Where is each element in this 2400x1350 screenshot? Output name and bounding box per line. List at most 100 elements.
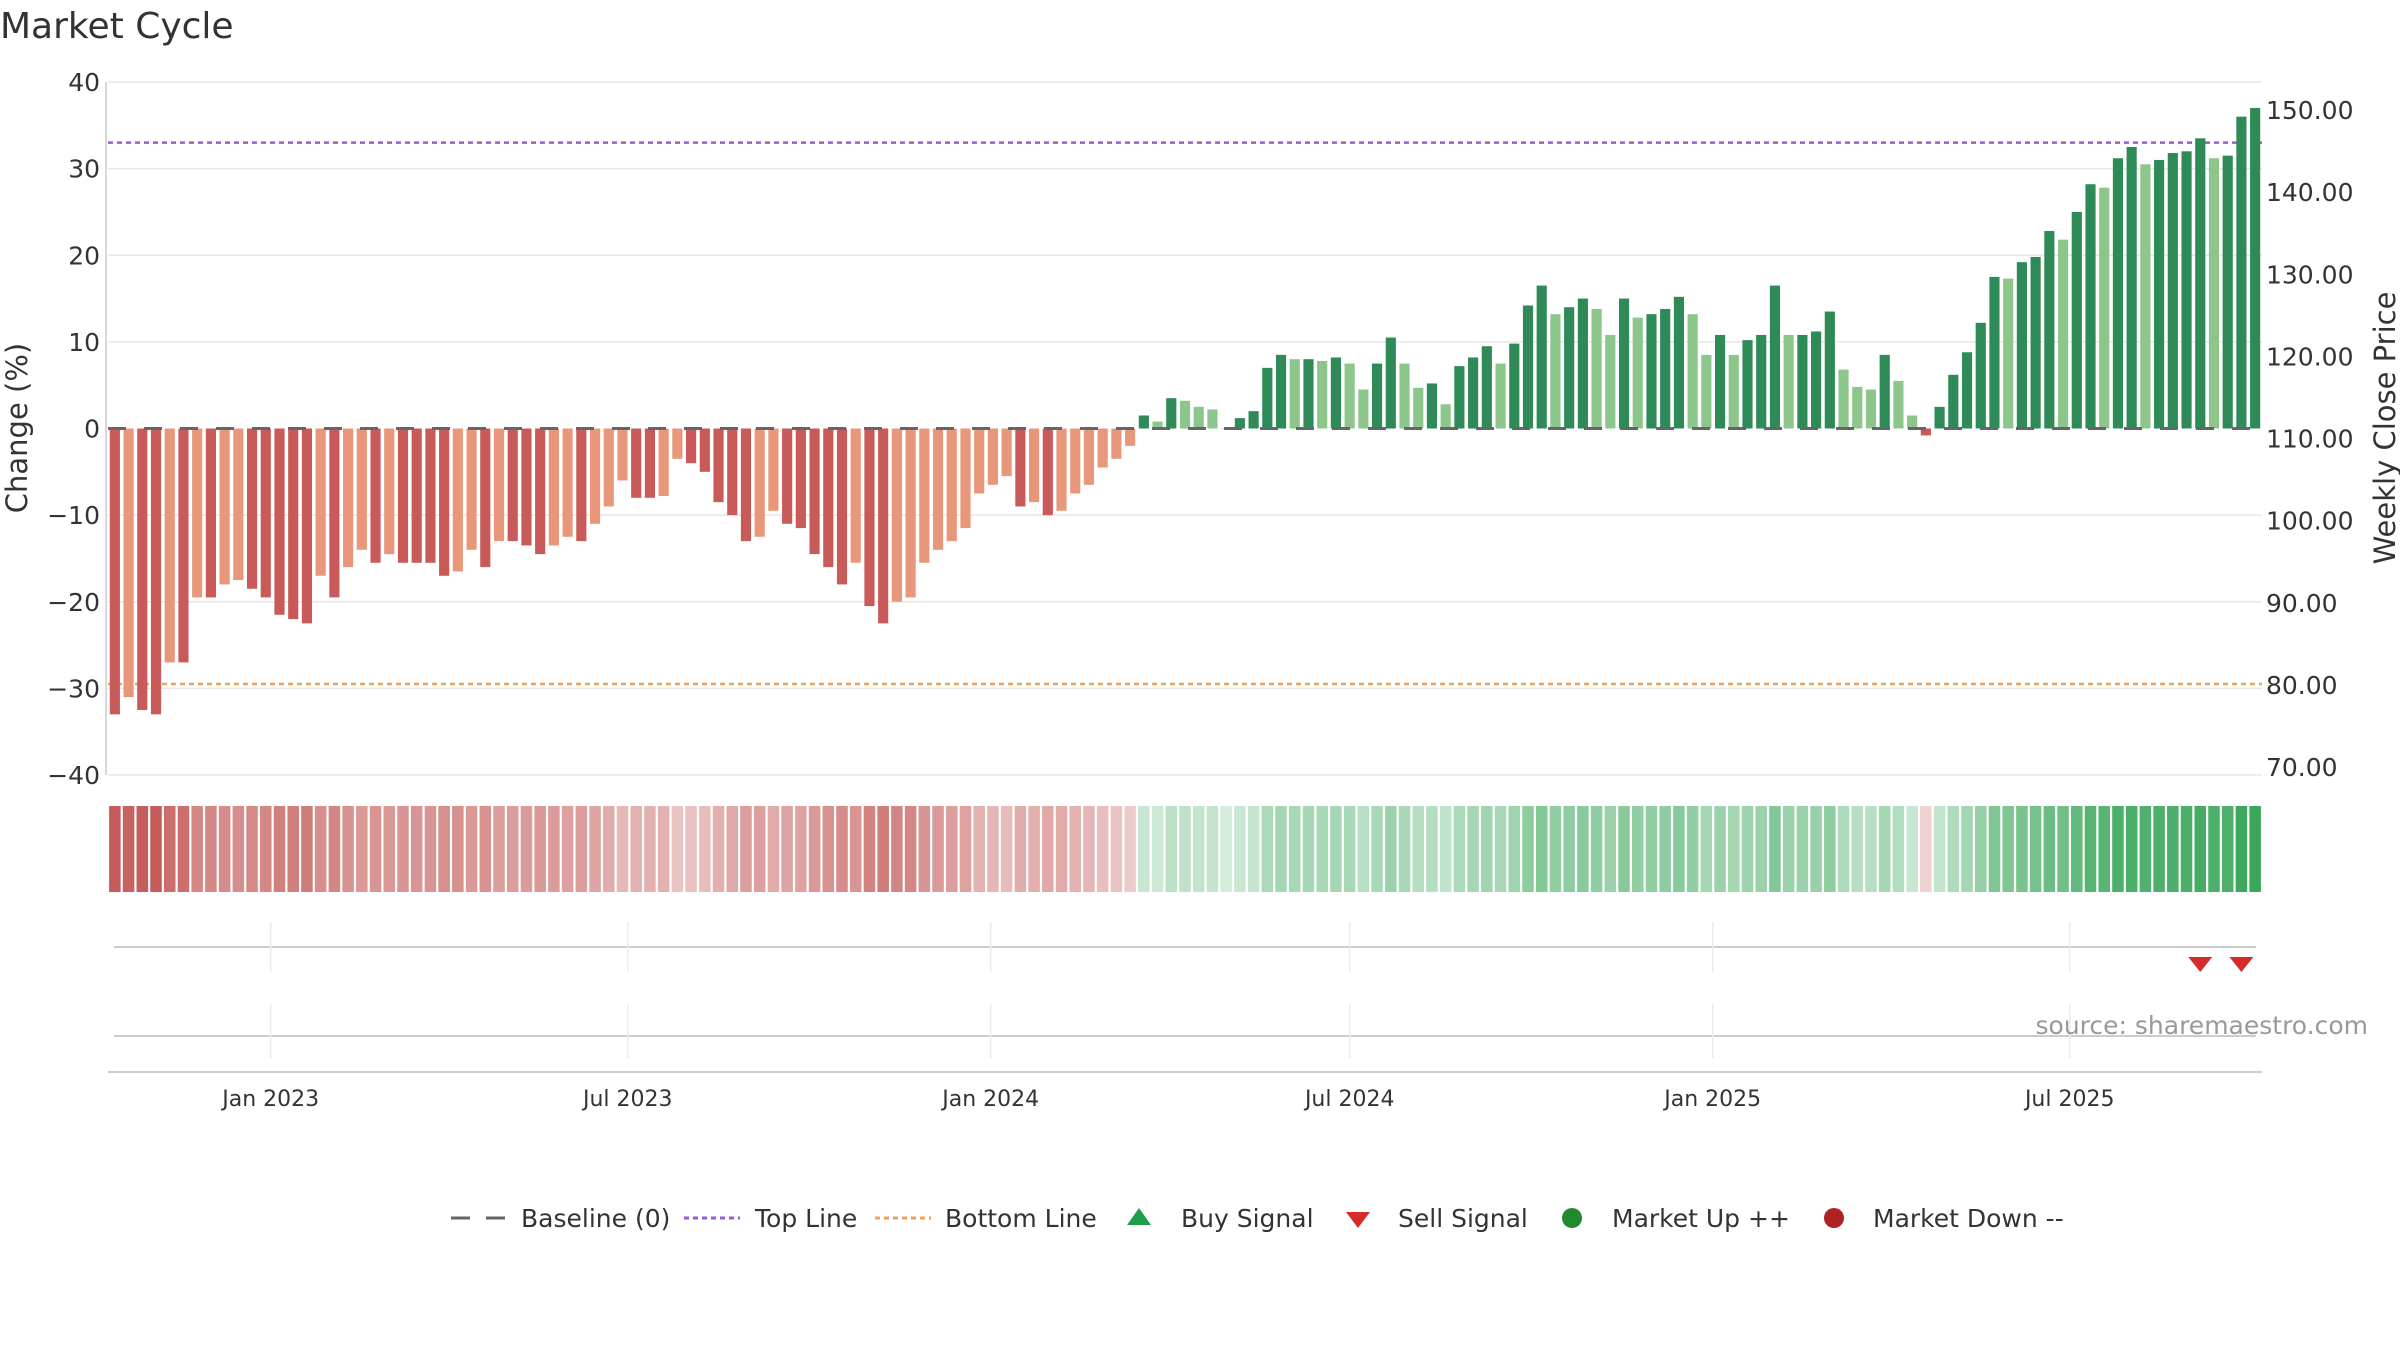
legend: Baseline (0) Top Line Bottom Line Buy Si…	[451, 1204, 2064, 1233]
bar	[603, 428, 614, 507]
strip-cell	[1974, 806, 1987, 892]
y-tick-label: −40	[47, 761, 100, 790]
strip-cell	[1275, 806, 1287, 892]
strip-cell	[1865, 806, 1877, 892]
bar	[452, 428, 463, 572]
strip-cell	[1769, 806, 1781, 892]
legend-baseline: Baseline (0)	[521, 1204, 670, 1233]
strip-cell	[2016, 806, 2028, 892]
strip-cell	[301, 806, 313, 892]
strip-cell	[2249, 806, 2261, 892]
bar	[987, 428, 998, 485]
strip-cell	[1247, 806, 1260, 892]
legend-sell-signal: Sell Signal	[1398, 1204, 1528, 1233]
strip-cell	[1151, 806, 1164, 892]
strip-cell	[506, 806, 519, 892]
strip-cell	[1604, 806, 1617, 892]
signal-panels	[108, 922, 2262, 1073]
strip-cell	[136, 806, 149, 892]
bar	[823, 428, 834, 568]
bar	[1083, 428, 1095, 485]
bar	[1632, 317, 1643, 429]
strip-cell	[1453, 806, 1466, 892]
strip-cell	[973, 806, 985, 892]
strip-cell	[946, 806, 958, 892]
bar	[2057, 239, 2069, 429]
bar	[864, 428, 875, 607]
strip-cell	[1549, 806, 1562, 892]
bar	[1865, 389, 1877, 429]
bar	[1413, 387, 1424, 429]
strip-cell	[1673, 806, 1685, 892]
strip-cell	[1810, 806, 1822, 892]
bar	[1756, 334, 1767, 429]
bar	[439, 428, 450, 576]
strip-cell	[287, 806, 299, 892]
bar	[562, 428, 573, 537]
y-tick-label: −30	[47, 674, 100, 703]
strip-cell	[314, 806, 327, 892]
strip-cell	[1961, 806, 1973, 892]
strip-cell	[1316, 806, 1328, 892]
bar	[1769, 285, 1781, 429]
strip-cell	[383, 806, 396, 892]
bar	[535, 428, 546, 555]
strip-cell	[1824, 806, 1836, 892]
strip-cell	[795, 806, 807, 892]
strip-cell	[1920, 806, 1932, 892]
strip-cell	[1014, 806, 1027, 892]
bar	[2112, 158, 2124, 429]
y-tick-label: 20	[68, 241, 100, 270]
bar	[1824, 311, 1835, 429]
trend-strip	[109, 806, 2261, 892]
bar	[466, 428, 477, 550]
bar	[1742, 340, 1753, 429]
strip-cell	[2112, 806, 2124, 892]
strip-cell	[918, 806, 931, 892]
strip-cell	[356, 806, 368, 892]
bar	[946, 428, 957, 542]
bar	[260, 428, 271, 598]
strip-cell	[781, 806, 793, 892]
strip-cell	[397, 806, 409, 892]
bar	[686, 428, 697, 464]
bar	[1070, 428, 1081, 494]
strip-cell	[1700, 806, 1713, 892]
strip-cell	[1357, 806, 1370, 892]
bar	[1440, 404, 1451, 429]
bar	[1811, 331, 1822, 429]
bar	[1893, 380, 1904, 429]
bar	[727, 428, 738, 516]
bar	[2236, 116, 2247, 429]
bar	[343, 428, 354, 568]
strip-cell	[1371, 806, 1383, 892]
strip-cell	[2084, 806, 2097, 892]
bar	[2208, 158, 2220, 429]
strip-cell	[1535, 806, 1548, 892]
strip-cell	[260, 806, 272, 892]
y-tick-label: 40	[68, 68, 100, 97]
strip-cell	[342, 806, 354, 892]
bar	[1701, 354, 1712, 429]
bar	[246, 428, 258, 589]
bar	[1783, 334, 1794, 429]
strip-cell	[561, 806, 574, 892]
bars-group	[109, 107, 2261, 715]
bar	[205, 428, 216, 598]
bar	[480, 428, 491, 568]
strip-cell	[1055, 806, 1068, 892]
bar	[795, 428, 806, 529]
bar	[1646, 314, 1657, 429]
strip-cell	[1837, 806, 1850, 892]
strip-cell	[1069, 806, 1082, 892]
strip-cell	[2208, 806, 2220, 892]
bar	[370, 428, 381, 563]
bar	[836, 428, 848, 585]
bar	[1934, 406, 1945, 429]
strip-cell	[1590, 806, 1603, 892]
strip-cell	[1577, 806, 1589, 892]
strip-cell	[932, 806, 944, 892]
legend-top-line: Top Line	[754, 1204, 857, 1233]
strip-cell	[479, 806, 492, 892]
bar	[1618, 298, 1630, 429]
